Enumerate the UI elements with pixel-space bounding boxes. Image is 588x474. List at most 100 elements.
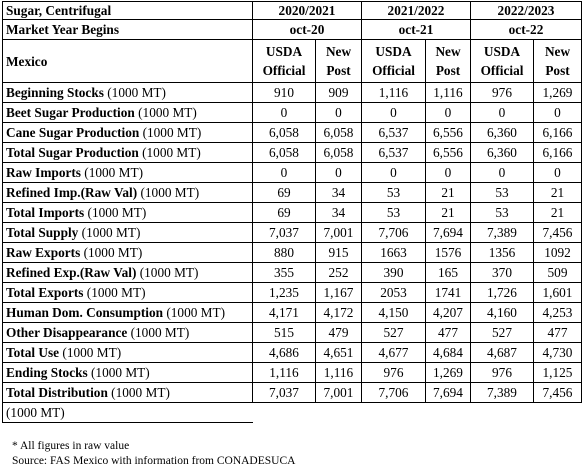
value-cell: 370 xyxy=(470,262,534,283)
value-cell: 1,235 xyxy=(252,282,316,303)
empty-cell xyxy=(533,402,582,423)
table-row: Other Disappearance (1000 MT) 515 479 527 47… xyxy=(2,322,582,343)
value-cell: 0 xyxy=(470,162,534,183)
value-cell: 915 xyxy=(315,242,362,263)
value-cell: 527 xyxy=(361,322,426,343)
usda-official-header: USDA Official xyxy=(252,39,316,83)
value-cell: 0 xyxy=(361,102,426,123)
row-label: Beginning Stocks (1000 MT) xyxy=(2,82,253,103)
value-cell: 7,037 xyxy=(252,222,316,243)
value-cell: 4,677 xyxy=(361,342,426,363)
value-cell: 6,166 xyxy=(533,142,582,163)
empty-cell xyxy=(470,402,534,423)
value-cell: 7,456 xyxy=(533,222,582,243)
value-cell: 1663 xyxy=(361,242,426,263)
value-cell: 21 xyxy=(533,182,582,203)
table-row: Total Distribution (1000 MT) 7,037 7,001 7,… xyxy=(2,382,582,403)
empty-cell xyxy=(425,402,471,423)
market-year-begins: oct-20 xyxy=(252,19,362,40)
year-header: 2022/2023 xyxy=(470,1,582,20)
value-cell: 252 xyxy=(315,262,362,283)
value-cell: 0 xyxy=(425,162,471,183)
value-cell: 390 xyxy=(361,262,426,283)
value-cell: 1,116 xyxy=(315,362,362,383)
value-cell: 7,001 xyxy=(315,382,362,403)
footer-unit: (1000 MT) xyxy=(2,402,253,423)
usda-official-header: USDA Official xyxy=(361,39,426,83)
value-cell: 7,389 xyxy=(470,382,534,403)
value-cell: 0 xyxy=(252,162,316,183)
value-cell: 7,706 xyxy=(361,222,426,243)
new-post-header: New Post xyxy=(315,39,362,83)
value-cell: 6,556 xyxy=(425,122,471,143)
value-cell: 477 xyxy=(533,322,582,343)
market-year-label: Market Year Begins xyxy=(2,19,253,40)
value-cell: 7,456 xyxy=(533,382,582,403)
value-cell: 21 xyxy=(425,182,471,203)
value-cell: 0 xyxy=(315,102,362,123)
value-cell: 69 xyxy=(252,182,316,203)
value-cell: 6,360 xyxy=(470,142,534,163)
table-row: Beet Sugar Production (1000 MT) 0 0 0 0 0 0 xyxy=(2,102,582,123)
year-header: 2021/2022 xyxy=(361,1,471,20)
value-cell: 0 xyxy=(533,162,582,183)
row-label: Total Exports (1000 MT) xyxy=(2,282,253,303)
market-year-begins: oct-21 xyxy=(361,19,471,40)
value-cell: 53 xyxy=(361,202,426,223)
value-cell: 355 xyxy=(252,262,316,283)
source-note: Source: FAS Mexico with information from… xyxy=(12,455,296,467)
table-row: Total Supply (1000 MT) 7,037 7,001 7,706 7,6… xyxy=(2,222,582,243)
value-cell: 53 xyxy=(361,182,426,203)
value-cell: 6,058 xyxy=(315,142,362,163)
value-cell: 6,537 xyxy=(361,142,426,163)
value-cell: 4,160 xyxy=(470,302,534,323)
value-cell: 1741 xyxy=(425,282,471,303)
value-cell: 4,684 xyxy=(425,342,471,363)
row-label: Refined Imp.(Raw Val) (1000 MT) xyxy=(2,182,253,203)
value-cell: 0 xyxy=(533,102,582,123)
row-label: Ending Stocks (1000 MT) xyxy=(2,362,253,383)
value-cell: 7,037 xyxy=(252,382,316,403)
value-cell: 1,116 xyxy=(425,82,471,103)
empty-cell xyxy=(252,402,316,423)
header-row-years: Sugar, Centrifugal 2020/2021 2021/2022 2… xyxy=(2,1,582,20)
row-label: Refined Exp.(Raw Val) (1000 MT) xyxy=(2,262,253,283)
table-row: Total Sugar Production (1000 MT) 6,058 6,0… xyxy=(2,142,582,163)
market-year-begins: oct-22 xyxy=(470,19,582,40)
value-cell: 34 xyxy=(315,182,362,203)
value-cell: 0 xyxy=(315,162,362,183)
table-row: Human Dom. Consumption (1000 MT) 4,171 4,1… xyxy=(2,302,582,323)
value-cell: 0 xyxy=(425,102,471,123)
value-cell: 7,389 xyxy=(470,222,534,243)
empty-cell xyxy=(315,402,362,423)
value-cell: 910 xyxy=(252,82,316,103)
value-cell: 6,058 xyxy=(252,142,316,163)
value-cell: 976 xyxy=(361,362,426,383)
value-cell: 4,651 xyxy=(315,342,362,363)
row-label: Total Supply (1000 MT) xyxy=(2,222,253,243)
table-row: Refined Exp.(Raw Val) (1000 MT) 355 252 390… xyxy=(2,262,582,283)
table-row: Total Imports (1000 MT) 69 34 53 21 53 21 xyxy=(2,202,582,223)
value-cell: 7,694 xyxy=(425,222,471,243)
value-cell: 1092 xyxy=(533,242,582,263)
value-cell: 0 xyxy=(470,102,534,123)
value-cell: 1,269 xyxy=(533,82,582,103)
value-cell: 53 xyxy=(470,182,534,203)
value-cell: 6,556 xyxy=(425,142,471,163)
value-cell: 7,694 xyxy=(425,382,471,403)
value-cell: 4,730 xyxy=(533,342,582,363)
row-label: Beet Sugar Production (1000 MT) xyxy=(2,102,253,123)
value-cell: 4,150 xyxy=(361,302,426,323)
value-cell: 34 xyxy=(315,202,362,223)
value-cell: 6,166 xyxy=(533,122,582,143)
value-cell: 4,253 xyxy=(533,302,582,323)
row-label: Raw Imports (1000 MT) xyxy=(2,162,253,183)
psd-table: Sugar, Centrifugal 2020/2021 2021/2022 2… xyxy=(2,1,582,423)
value-cell: 2053 xyxy=(361,282,426,303)
value-cell: 6,058 xyxy=(252,122,316,143)
value-cell: 976 xyxy=(470,362,534,383)
row-label: Cane Sugar Production (1000 MT) xyxy=(2,122,253,143)
table-row: Beginning Stocks (1000 MT) 910 909 1,116 1,1… xyxy=(2,82,582,103)
value-cell: 909 xyxy=(315,82,362,103)
empty-cell xyxy=(361,402,426,423)
